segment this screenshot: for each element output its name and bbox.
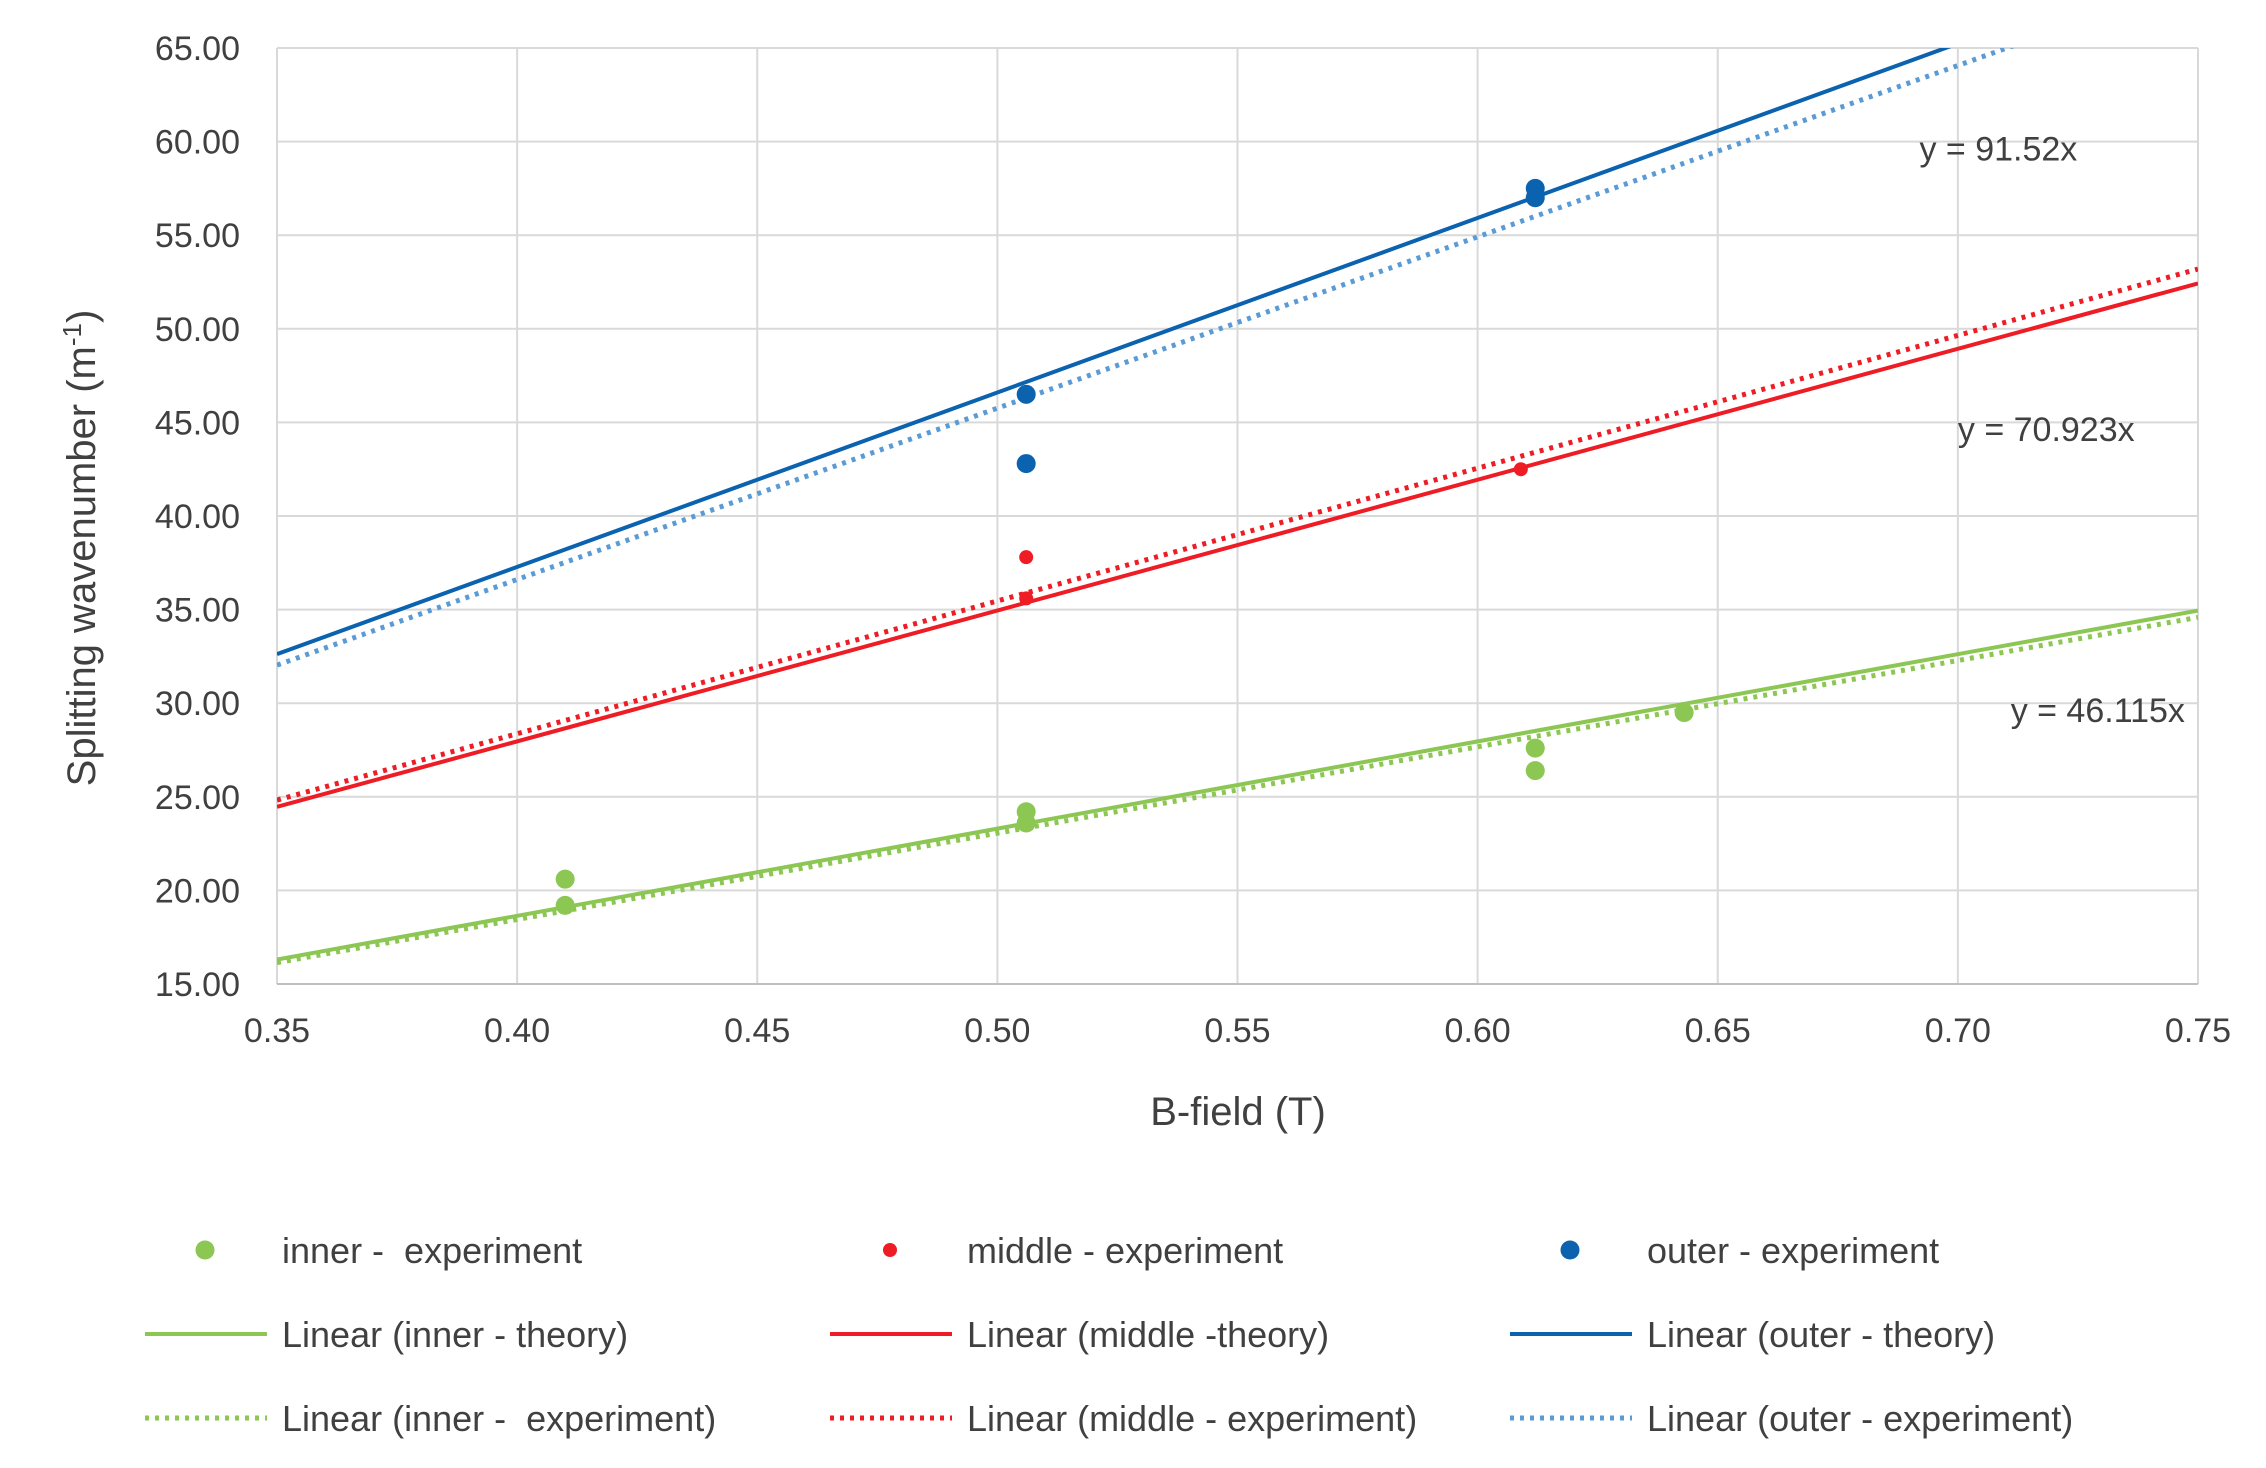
data-point xyxy=(1525,761,1545,781)
y-tick-labels: 15.00 20.00 25.00 30.00 35.00 40.00 45.00 50.00… xyxy=(155,30,240,1004)
data-point xyxy=(1016,813,1036,833)
x-tick-labels: 0.35 0.40 0.45 0.50 0.55 0.60 0.65 0.70 0.75 xyxy=(244,1012,2231,1050)
x-tick-label: 0.45 xyxy=(724,1012,790,1050)
y-tick-label: 30.00 xyxy=(155,685,240,723)
data-point xyxy=(1019,591,1034,606)
trendline xyxy=(277,266,2198,803)
x-axis-title: B-field (T) xyxy=(1150,1090,1326,1134)
x-tick-label: 0.35 xyxy=(244,1012,310,1050)
y-tick-label: 65.00 xyxy=(155,30,240,68)
x-tick-label: 0.40 xyxy=(484,1012,550,1050)
legend-item: Linear (inner - experiment) xyxy=(145,1398,716,1439)
trendline xyxy=(277,281,2198,809)
y-tick-label: 50.00 xyxy=(155,311,240,349)
legend-label: Linear (outer - experiment) xyxy=(1647,1398,2073,1439)
x-tick-label: 0.70 xyxy=(1925,1012,1991,1050)
equation-label: y = 46.115x xyxy=(2011,692,2185,730)
data-point xyxy=(1513,462,1528,477)
legend: inner - experiment middle - experiment out… xyxy=(145,1230,2073,1439)
x-tick-label: 0.60 xyxy=(1445,1012,1511,1050)
legend-item: Linear (outer - theory) xyxy=(1510,1314,1995,1355)
data-points xyxy=(555,178,1694,915)
y-tick-label: 25.00 xyxy=(155,779,240,817)
trendline xyxy=(277,48,1952,657)
data-point xyxy=(1019,550,1034,565)
y-tick-label: 15.00 xyxy=(155,966,240,1004)
trendline xyxy=(277,608,2198,962)
legend-label: outer - experiment xyxy=(1647,1230,1939,1271)
legend-label: Linear (inner - theory) xyxy=(282,1314,628,1355)
legend-item: outer - experiment xyxy=(1560,1230,1939,1271)
legend-label: Linear (middle -theory) xyxy=(967,1314,1329,1355)
legend-marker xyxy=(1560,1240,1580,1260)
x-tick-label: 0.50 xyxy=(964,1012,1030,1050)
legend-label: Linear (outer - theory) xyxy=(1647,1314,1995,1355)
x-tick-label: 0.75 xyxy=(2165,1012,2231,1050)
legend-marker xyxy=(883,1243,897,1257)
equation-label: y = 70.923x xyxy=(1958,411,2135,449)
legend-item: Linear (middle -theory) xyxy=(830,1314,1329,1355)
equation-labels: y = 91.52x y = 70.923x y = 46.115x xyxy=(1919,130,2184,730)
legend-label: Linear (inner - experiment) xyxy=(282,1398,716,1439)
y-tick-label: 35.00 xyxy=(155,592,240,630)
legend-item: Linear (inner - theory) xyxy=(145,1314,628,1355)
x-tick-label: 0.55 xyxy=(1204,1012,1270,1050)
data-point xyxy=(1525,738,1545,758)
y-tick-label: 45.00 xyxy=(155,404,240,442)
trendlines xyxy=(277,48,2198,966)
grid xyxy=(276,47,2199,985)
data-point xyxy=(1525,188,1545,208)
legend-label: middle - experiment xyxy=(967,1230,1283,1271)
legend-item: Linear (outer - experiment) xyxy=(1510,1398,2073,1439)
y-tick-label: 60.00 xyxy=(155,124,240,162)
legend-item: inner - experiment xyxy=(195,1230,582,1271)
y-axis-title-close: ) xyxy=(60,310,104,323)
legend-item: Linear (middle - experiment) xyxy=(830,1398,1417,1439)
data-point xyxy=(555,895,575,915)
legend-item: middle - experiment xyxy=(883,1230,1283,1271)
data-point xyxy=(555,869,575,889)
y-tick-label: 40.00 xyxy=(155,498,240,536)
y-axis-title-superscript: -1 xyxy=(57,323,87,346)
legend-label: Linear (middle - experiment) xyxy=(967,1398,1417,1439)
y-axis-title-main: Splitting wavenumber (m xyxy=(60,346,104,786)
equation-label: y = 91.52x xyxy=(1919,130,2077,168)
y-axis-title: Splitting wavenumber (m-1) xyxy=(57,310,104,787)
legend-label: inner - experiment xyxy=(282,1230,582,1271)
data-point xyxy=(1016,454,1036,474)
data-point xyxy=(1016,384,1036,404)
data-point xyxy=(1674,703,1694,723)
y-tick-label: 55.00 xyxy=(155,217,240,255)
legend-marker xyxy=(195,1240,215,1260)
y-tick-label: 20.00 xyxy=(155,872,240,910)
x-tick-label: 0.65 xyxy=(1685,1012,1751,1050)
